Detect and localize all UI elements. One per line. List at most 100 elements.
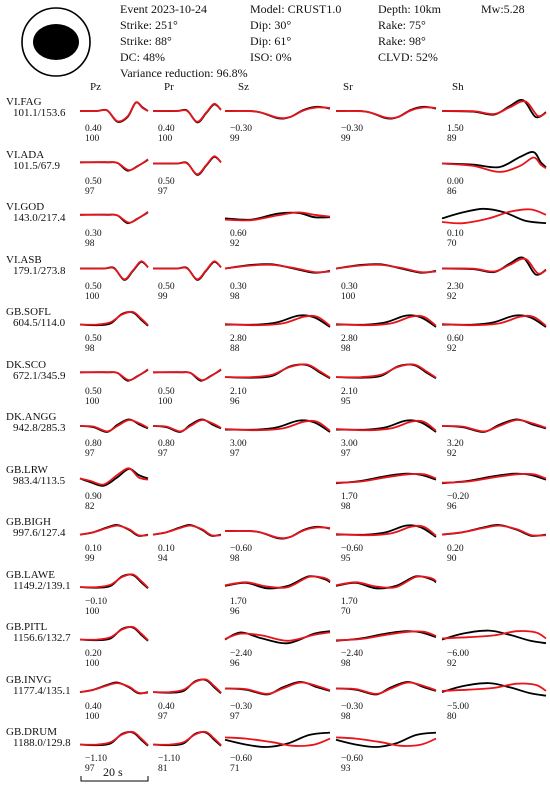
synthetic-waveform bbox=[335, 472, 437, 484]
time-shift-value: 0.50 bbox=[158, 176, 175, 187]
time-shift-value: 0.40 bbox=[158, 124, 175, 134]
correlation-value: 97 bbox=[85, 764, 95, 774]
time-shift-value: 2.80 bbox=[230, 334, 247, 344]
correlation-value: 98 bbox=[230, 291, 240, 302]
correlation-value: 100 bbox=[85, 711, 100, 722]
synthetic-waveform bbox=[79, 101, 149, 123]
clvd-label: CLVD: 52% bbox=[378, 50, 438, 64]
synthetic-waveform bbox=[224, 263, 331, 274]
column-label-pz: Pz bbox=[90, 81, 101, 93]
time-shift-value: −0.60 bbox=[341, 544, 363, 554]
time-scale-label: 20 s bbox=[103, 765, 123, 779]
time-shift-value: −0.60 bbox=[230, 544, 252, 554]
station-distance-azimuth: 101.5/67.9 bbox=[13, 159, 61, 172]
time-shift-value: 0.40 bbox=[85, 124, 102, 134]
time-shift-value: 0.40 bbox=[85, 701, 102, 712]
synthetic-waveform bbox=[80, 260, 149, 281]
correlation-value: 97 bbox=[158, 186, 168, 197]
synthetic-waveform bbox=[441, 472, 547, 484]
correlation-value: 96 bbox=[447, 501, 457, 512]
time-shift-value: 1.70 bbox=[230, 596, 247, 607]
time-shift-value: 0.90 bbox=[85, 491, 102, 502]
synthetic-waveform bbox=[335, 524, 437, 537]
beachball-icon bbox=[21, 7, 91, 77]
correlation-value: 94 bbox=[158, 554, 168, 564]
station-distance-azimuth: 179.1/273.8 bbox=[13, 264, 66, 277]
correlation-value: 99 bbox=[341, 134, 351, 144]
time-scale-bar bbox=[80, 776, 149, 782]
synthetic-waveform bbox=[153, 155, 222, 176]
station-name: GB.BIGH bbox=[6, 516, 51, 528]
station-distance-azimuth: 1156.6/132.7 bbox=[13, 632, 71, 644]
synthetic-waveform bbox=[335, 681, 437, 695]
observed-waveform bbox=[441, 151, 547, 169]
correlation-value: 70 bbox=[341, 606, 351, 617]
synthetic-waveform bbox=[441, 682, 547, 692]
correlation-value: 97 bbox=[158, 711, 168, 722]
synthetic-waveform bbox=[79, 467, 149, 486]
station-name: GB.DRUM bbox=[6, 726, 58, 738]
observed-waveform bbox=[441, 629, 547, 645]
correlation-value: 97 bbox=[230, 711, 240, 722]
time-shift-value: −0.30 bbox=[230, 124, 252, 134]
time-shift-value: −0.60 bbox=[230, 754, 252, 764]
synthetic-waveform bbox=[153, 102, 222, 123]
correlation-value: 100 bbox=[85, 134, 100, 144]
synthetic-waveform bbox=[224, 681, 331, 695]
station-name: VI.FAG bbox=[6, 96, 42, 108]
correlation-value: 100 bbox=[85, 606, 100, 617]
time-shift-value: 0.30 bbox=[85, 229, 102, 239]
correlation-value: 98 bbox=[341, 501, 351, 512]
observed-waveform bbox=[335, 731, 437, 748]
time-shift-value: −0.20 bbox=[447, 491, 469, 502]
time-shift-value: −0.30 bbox=[341, 124, 363, 134]
synthetic-waveform bbox=[79, 730, 149, 746]
time-shift-value: 0.20 bbox=[447, 544, 464, 554]
magnitude-label: Mw:5.28 bbox=[481, 2, 525, 16]
time-shift-value: −0.30 bbox=[341, 701, 363, 712]
observed-waveform bbox=[79, 468, 149, 487]
synthetic-waveform bbox=[79, 310, 149, 326]
time-shift-value: −5.00 bbox=[447, 701, 469, 712]
rake2-label: Rake: 98° bbox=[378, 34, 426, 48]
correlation-value: 100 bbox=[85, 291, 100, 302]
synthetic-waveform bbox=[335, 363, 437, 379]
correlation-value: 82 bbox=[85, 501, 95, 512]
time-shift-value: 0.80 bbox=[85, 439, 102, 449]
observed-waveform bbox=[224, 630, 331, 645]
time-shift-value: 0.50 bbox=[158, 386, 175, 397]
correlation-value: 95 bbox=[341, 396, 351, 407]
synthetic-waveform bbox=[79, 158, 149, 172]
correlation-value: 97 bbox=[230, 449, 240, 459]
correlation-value: 89 bbox=[447, 134, 457, 144]
time-shift-value: 3.20 bbox=[447, 439, 464, 449]
time-shift-value: −1.10 bbox=[85, 754, 107, 764]
synthetic-waveform bbox=[224, 314, 331, 327]
station-name: DK.SCO bbox=[6, 358, 47, 371]
observed-waveform bbox=[441, 682, 547, 697]
time-shift-value: −0.10 bbox=[85, 596, 107, 607]
station-name: GB.LRW bbox=[6, 463, 48, 476]
correlation-value: 99 bbox=[230, 134, 240, 144]
station-name: VI.ASB bbox=[6, 253, 42, 266]
time-shift-value: 1.50 bbox=[447, 124, 464, 134]
synthetic-waveform bbox=[441, 630, 547, 640]
time-shift-value: 0.10 bbox=[158, 544, 175, 554]
time-shift-value: −2.40 bbox=[230, 649, 252, 659]
synthetic-waveform bbox=[335, 263, 437, 274]
synthetic-waveform bbox=[441, 524, 547, 537]
time-shift-value: 0.00 bbox=[447, 176, 464, 187]
time-shift-value: 0.40 bbox=[158, 701, 175, 712]
time-shift-value: 0.10 bbox=[85, 544, 102, 554]
synthetic-waveform bbox=[335, 106, 437, 120]
synthetic-waveform bbox=[441, 156, 547, 173]
station-distance-azimuth: 983.4/113.5 bbox=[13, 474, 66, 487]
event-label: Event 2023-10-24 bbox=[120, 2, 207, 16]
correlation-value: 90 bbox=[447, 554, 457, 564]
synthetic-waveform bbox=[79, 211, 149, 224]
correlation-value: 71 bbox=[230, 764, 240, 774]
time-shift-value: 1.70 bbox=[341, 596, 358, 607]
correlation-value: 92 bbox=[447, 449, 457, 459]
correlation-value: 92 bbox=[230, 239, 240, 249]
time-shift-value: 0.30 bbox=[341, 281, 358, 292]
